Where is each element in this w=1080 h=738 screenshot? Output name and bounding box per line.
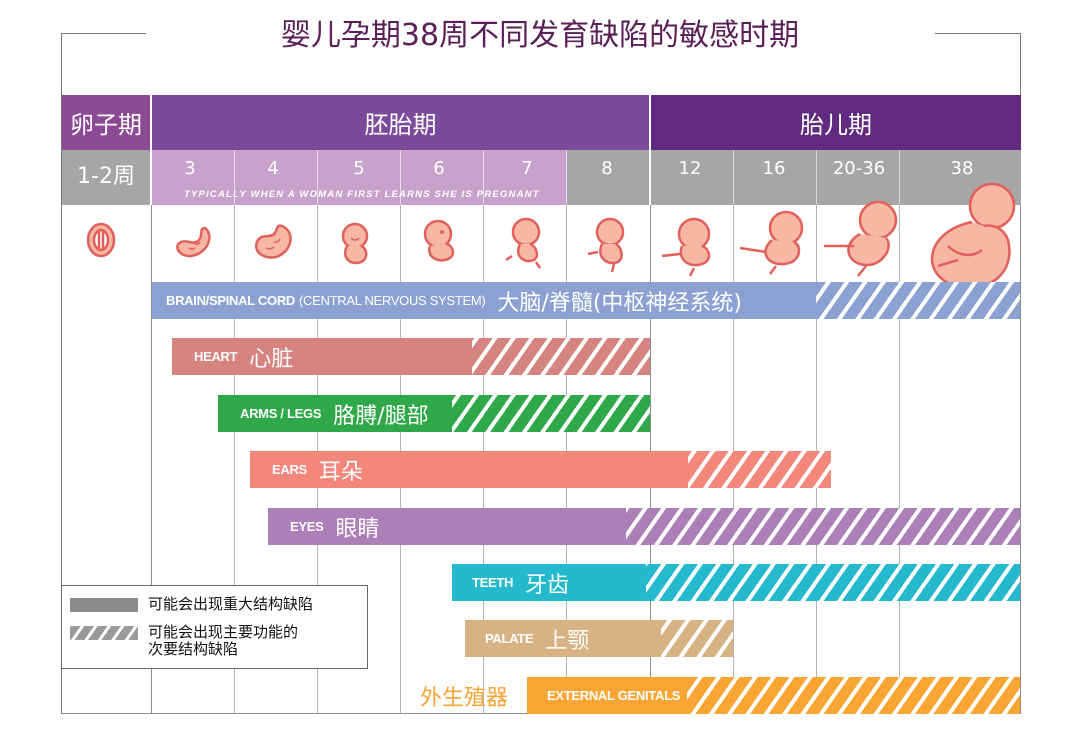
title-rule-right bbox=[935, 33, 1020, 34]
bar-brain-cn-label: 大脑/脊髓(中枢神经系统) bbox=[497, 290, 742, 316]
bar-heart-cn-label: 心脏 bbox=[249, 346, 294, 372]
bar-heart-minor-zone bbox=[472, 338, 650, 375]
legend-major-label: 可能会出现重大结构缺陷 bbox=[148, 595, 314, 613]
bar-external-genitals: EXTERNAL GENITALS bbox=[527, 677, 1020, 714]
embryo-week5-icon bbox=[341, 222, 369, 265]
fetus-week12-icon bbox=[661, 217, 711, 277]
period-embryonic: 胚胎期 bbox=[152, 95, 649, 150]
bar-palate-minor-zone bbox=[661, 620, 733, 657]
embryo-week4-icon bbox=[255, 224, 292, 259]
week-label-3: 3 bbox=[184, 158, 196, 179]
week-label-1-2: 1-2周 bbox=[77, 164, 135, 189]
embryo-week7-icon bbox=[505, 217, 542, 269]
legend-major-swatch bbox=[70, 598, 138, 612]
legend-minor-swatch bbox=[70, 626, 138, 640]
embryo-week8-icon bbox=[587, 217, 625, 273]
bar-arms-legs-cn-label: 胳膊/腿部 bbox=[333, 403, 429, 429]
week-label-6: 6 bbox=[433, 158, 445, 179]
week-label-8: 8 bbox=[601, 158, 613, 179]
chart-title: 婴儿孕期38周不同发育缺陷的敏感时期 bbox=[280, 18, 800, 53]
bar-genitals-minor-zone bbox=[687, 677, 1020, 714]
legend: 可能会出现重大结构缺陷 可能会出现主要功能的 次要结构缺陷 bbox=[61, 585, 368, 669]
bar-palate-cn-label: 上颚 bbox=[545, 628, 590, 654]
fetus-week16-icon bbox=[739, 210, 804, 275]
week-label-20-36: 20-36 bbox=[832, 158, 886, 179]
week-row-late-bg bbox=[566, 150, 1021, 205]
bar-eyes-minor-zone bbox=[626, 508, 1020, 545]
bar-palate-en-label: PALATE bbox=[485, 631, 534, 646]
bar-teeth: TEETH 牙齿 bbox=[452, 564, 1020, 601]
bar-eyes-cn-label: 眼睛 bbox=[335, 516, 380, 542]
bar-teeth-en-label: TEETH bbox=[472, 575, 514, 590]
legend-major-row: 可能会出现重大结构缺陷 bbox=[70, 596, 313, 613]
period-ovum-label: 卵子期 bbox=[70, 111, 142, 139]
pregnancy-note: TYPICALLY WHEN A WOMAN FIRST LEARNS SHE … bbox=[184, 189, 540, 200]
bar-ears-en-label: EARS bbox=[272, 462, 307, 477]
bar-brain-spinal-cord: BRAIN/SPINAL CORD (CENTRAL NERVOUS SYSTE… bbox=[152, 282, 1020, 319]
bar-heart-en-label: HEART bbox=[194, 349, 238, 364]
ovum-icon bbox=[86, 222, 116, 258]
week-label-7: 7 bbox=[521, 158, 533, 179]
bar-heart: HEART 心脏 bbox=[172, 338, 650, 375]
bar-ears-cn-label: 耳朵 bbox=[318, 459, 363, 485]
week-label-4: 4 bbox=[267, 158, 279, 179]
bar-eyes: EYES 眼睛 bbox=[268, 508, 1020, 545]
fetus-week38-icon bbox=[930, 182, 1016, 289]
frame-left-line bbox=[61, 33, 62, 713]
title-rule-left bbox=[62, 33, 146, 34]
bar-teeth-cn-label: 牙齿 bbox=[525, 572, 570, 598]
fetus-week20-36-icon bbox=[824, 200, 898, 277]
bar-genitals-en-label: EXTERNAL GENITALS bbox=[547, 688, 681, 703]
week-label-12: 12 bbox=[678, 158, 702, 179]
bar-ears-minor-zone bbox=[688, 451, 831, 488]
bar-arms-legs-en-label: ARMS / LEGS bbox=[240, 406, 322, 421]
legend-minor-row: 可能会出现主要功能的 次要结构缺陷 bbox=[70, 624, 298, 658]
frame-right-line bbox=[1020, 33, 1021, 95]
week-label-16: 16 bbox=[762, 158, 786, 179]
embryo-week3-icon bbox=[176, 226, 211, 258]
embryo-week6-icon bbox=[423, 219, 455, 262]
period-ovum: 卵子期 bbox=[62, 95, 150, 150]
bar-brain-minor-zone bbox=[816, 282, 1020, 319]
bar-ears: EARS 耳朵 bbox=[250, 451, 831, 488]
bar-genitals-cn-label: 外生殖器 bbox=[420, 686, 509, 711]
period-fetal-label: 胎儿期 bbox=[800, 111, 872, 139]
bar-palate: PALATE 上颚 bbox=[465, 620, 733, 657]
period-embryonic-label: 胚胎期 bbox=[364, 111, 437, 139]
legend-minor-label-line2: 次要结构缺陷 bbox=[148, 640, 239, 658]
week-separators bbox=[0, 150, 1080, 205]
period-fetal: 胎儿期 bbox=[651, 95, 1021, 150]
week-label-38: 38 bbox=[950, 158, 974, 179]
bar-brain-en-label: BRAIN/SPINAL CORD bbox=[166, 293, 296, 308]
week-label-5: 5 bbox=[353, 158, 365, 179]
bar-arms-legs-minor-zone bbox=[452, 395, 650, 432]
legend-minor-label-line1: 可能会出现主要功能的 bbox=[148, 623, 299, 641]
bar-brain-en-sub-label: (CENTRAL NERVOUS SYSTEM) bbox=[299, 293, 486, 308]
bar-teeth-minor-zone bbox=[646, 564, 1020, 601]
embryo-illustrations bbox=[86, 182, 1016, 289]
bar-eyes-en-label: EYES bbox=[290, 519, 324, 534]
week-row-ovum-bg bbox=[62, 150, 150, 205]
bar-arms-legs: ARMS / LEGS 胳膊/腿部 bbox=[218, 395, 650, 432]
week-row-early-bg bbox=[152, 150, 566, 205]
